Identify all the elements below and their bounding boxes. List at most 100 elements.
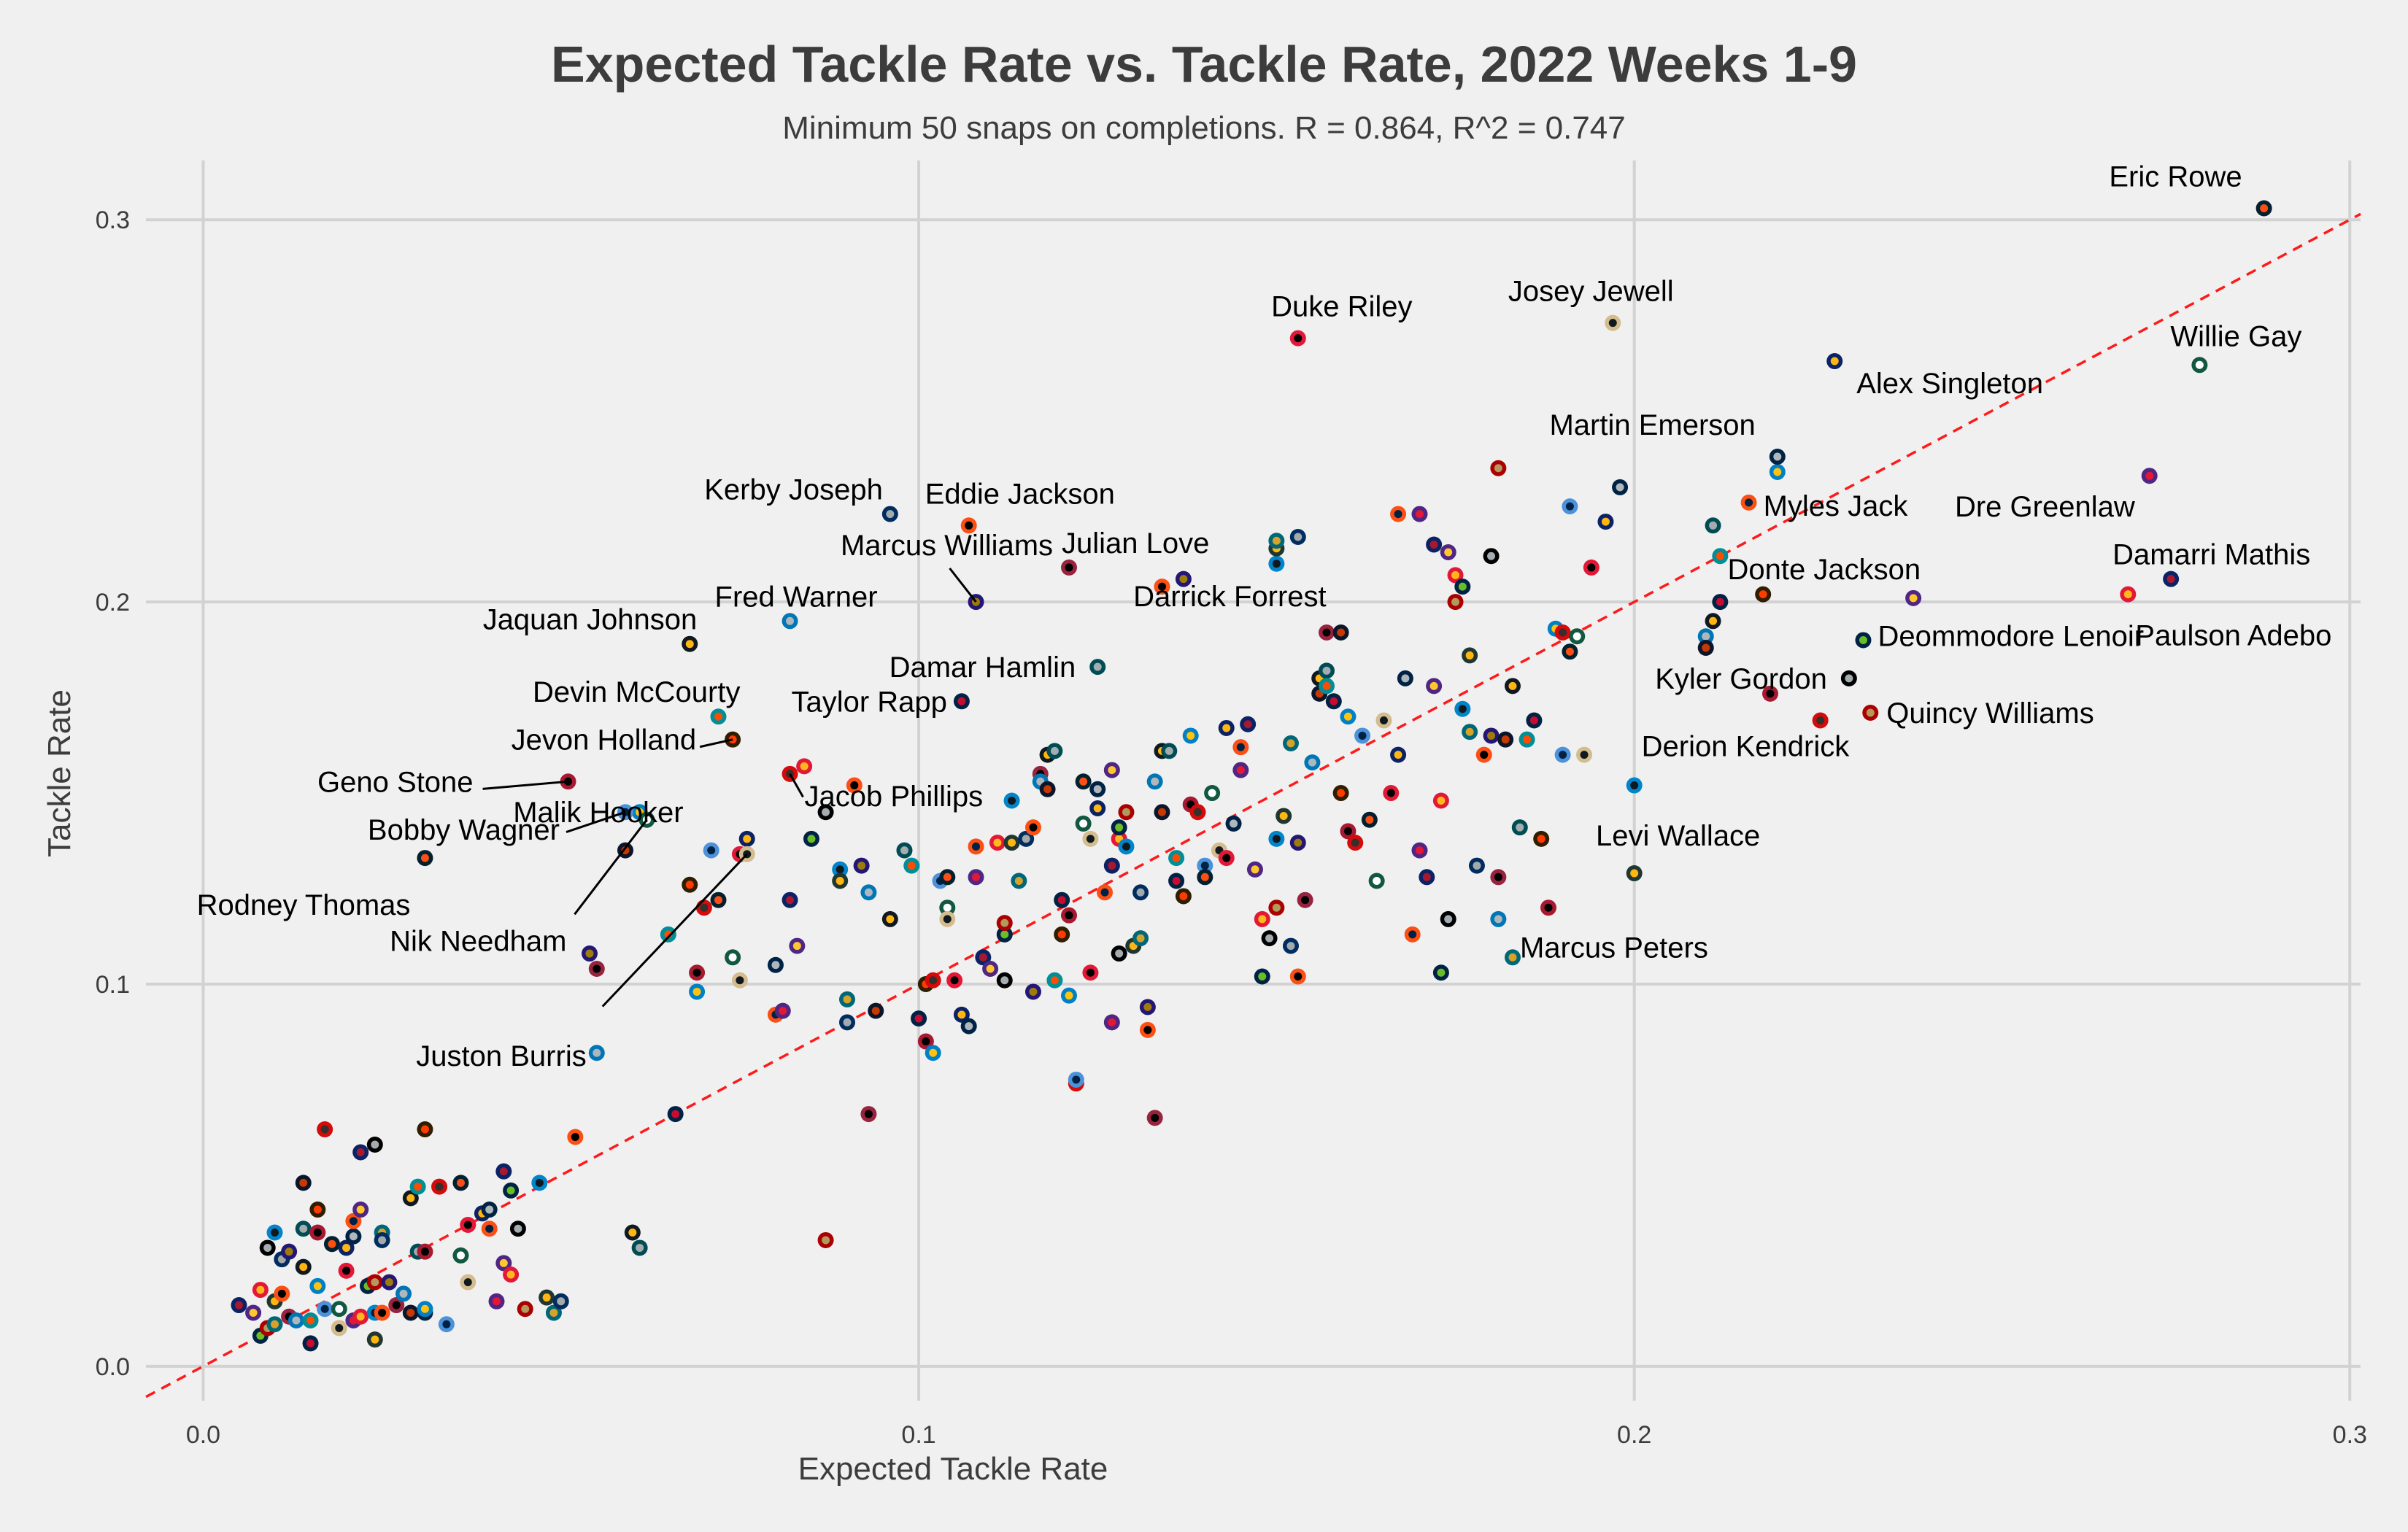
x-tick-label: 0.3 <box>2333 1421 2367 1449</box>
point-label: Josey Jewell <box>1508 276 1674 308</box>
data-point <box>860 884 877 901</box>
data-point <box>1075 815 1092 832</box>
data-point <box>323 1236 340 1253</box>
data-point <box>1240 716 1257 732</box>
label-leader-line <box>574 819 648 916</box>
data-point <box>1497 731 1514 748</box>
data-point <box>1597 514 1614 530</box>
point-label: Alex Singleton <box>1856 368 2043 400</box>
data-point <box>953 693 970 710</box>
data-point <box>1154 579 1170 595</box>
data-point <box>1576 746 1593 763</box>
data-point <box>1111 945 1127 962</box>
data-point <box>1332 624 1349 641</box>
data-point <box>896 842 913 859</box>
y-tick-label: 0.0 <box>96 1353 130 1381</box>
data-point <box>1390 506 1407 522</box>
data-point <box>989 835 1006 851</box>
data-point <box>231 1297 247 1314</box>
point-label: Nik Needham <box>390 926 566 958</box>
data-point <box>1447 594 1464 611</box>
data-point <box>1419 869 1435 886</box>
data-point <box>266 1316 283 1333</box>
data-point <box>409 1178 426 1195</box>
data-point <box>1154 804 1170 821</box>
x-tick-label: 0.1 <box>901 1421 935 1449</box>
data-point <box>731 972 748 989</box>
data-point <box>1039 781 1056 797</box>
data-point <box>1426 536 1443 553</box>
point-label: Julian Love <box>1062 527 1209 560</box>
data-point <box>460 1217 476 1234</box>
data-point <box>302 1312 319 1328</box>
data-point <box>660 926 676 943</box>
data-points <box>231 200 2272 1352</box>
data-point <box>1440 910 1456 927</box>
data-point <box>1468 857 1485 874</box>
data-point <box>1261 930 1278 947</box>
data-point <box>1060 907 1077 924</box>
data-point <box>417 1121 433 1138</box>
label-leader-line <box>482 780 568 790</box>
data-point <box>767 956 784 973</box>
data-point <box>1068 1071 1084 1088</box>
point-label: Rodney Thomas <box>197 889 411 921</box>
data-point <box>1319 678 1335 695</box>
data-point <box>245 1304 262 1321</box>
data-point <box>1197 869 1213 886</box>
data-point <box>1426 678 1443 695</box>
data-point <box>509 1220 526 1237</box>
data-point <box>1024 983 1041 1000</box>
point-label: Eric Rowe <box>2109 160 2242 193</box>
data-point <box>789 937 806 954</box>
data-point <box>946 972 963 989</box>
data-point <box>667 1106 684 1123</box>
data-point <box>503 1182 520 1199</box>
point-labels: Eric Rowe Willie Gay Josey Jewell Duke Rile… <box>197 160 2332 1072</box>
data-point <box>1612 479 1629 495</box>
data-point <box>1082 964 1099 981</box>
point-label: Bobby Wagner <box>368 814 560 846</box>
data-point <box>1046 972 1063 989</box>
data-point <box>1354 727 1371 744</box>
data-point <box>1003 835 1020 851</box>
data-point <box>1246 861 1263 878</box>
data-point <box>545 1304 562 1321</box>
data-point <box>1526 712 1543 729</box>
data-point <box>1440 543 1456 560</box>
data-point <box>1103 857 1120 874</box>
data-point <box>839 1014 856 1031</box>
data-point <box>1712 594 1729 611</box>
data-point <box>1812 712 1829 729</box>
data-point <box>1769 463 1786 480</box>
x-axis-label: Expected Tackle Rate <box>798 1451 1108 1487</box>
tick-labels: 0.0 0.1 0.2 0.3 0.0 0.1 0.2 0.3 <box>96 206 2367 1449</box>
data-point <box>1411 842 1428 859</box>
data-point <box>1347 835 1364 851</box>
label-leader-line <box>949 568 977 603</box>
data-point <box>968 869 984 886</box>
data-point <box>1075 773 1092 790</box>
data-point <box>552 1293 569 1309</box>
data-point <box>331 1301 347 1318</box>
data-point <box>1840 670 1857 686</box>
data-point <box>309 1277 326 1294</box>
data-point <box>2191 357 2208 374</box>
data-point <box>1204 785 1221 802</box>
data-point <box>1089 781 1106 797</box>
data-point <box>1139 999 1156 1015</box>
data-point <box>725 949 741 966</box>
data-point <box>381 1274 398 1291</box>
x-tick-label: 0.0 <box>186 1421 220 1449</box>
data-point <box>1161 743 1178 759</box>
data-point <box>388 1297 405 1314</box>
data-point <box>352 1202 369 1218</box>
data-point <box>281 1243 298 1260</box>
data-point <box>1018 830 1035 847</box>
data-point <box>1569 628 1586 645</box>
data-point <box>402 1190 419 1207</box>
chart-subtitle: Minimum 50 snaps on completions. R = 0.8… <box>782 110 1626 146</box>
data-point <box>1289 529 1306 546</box>
data-point <box>796 758 813 775</box>
point-label: Damarri Mathis <box>2112 539 2310 571</box>
